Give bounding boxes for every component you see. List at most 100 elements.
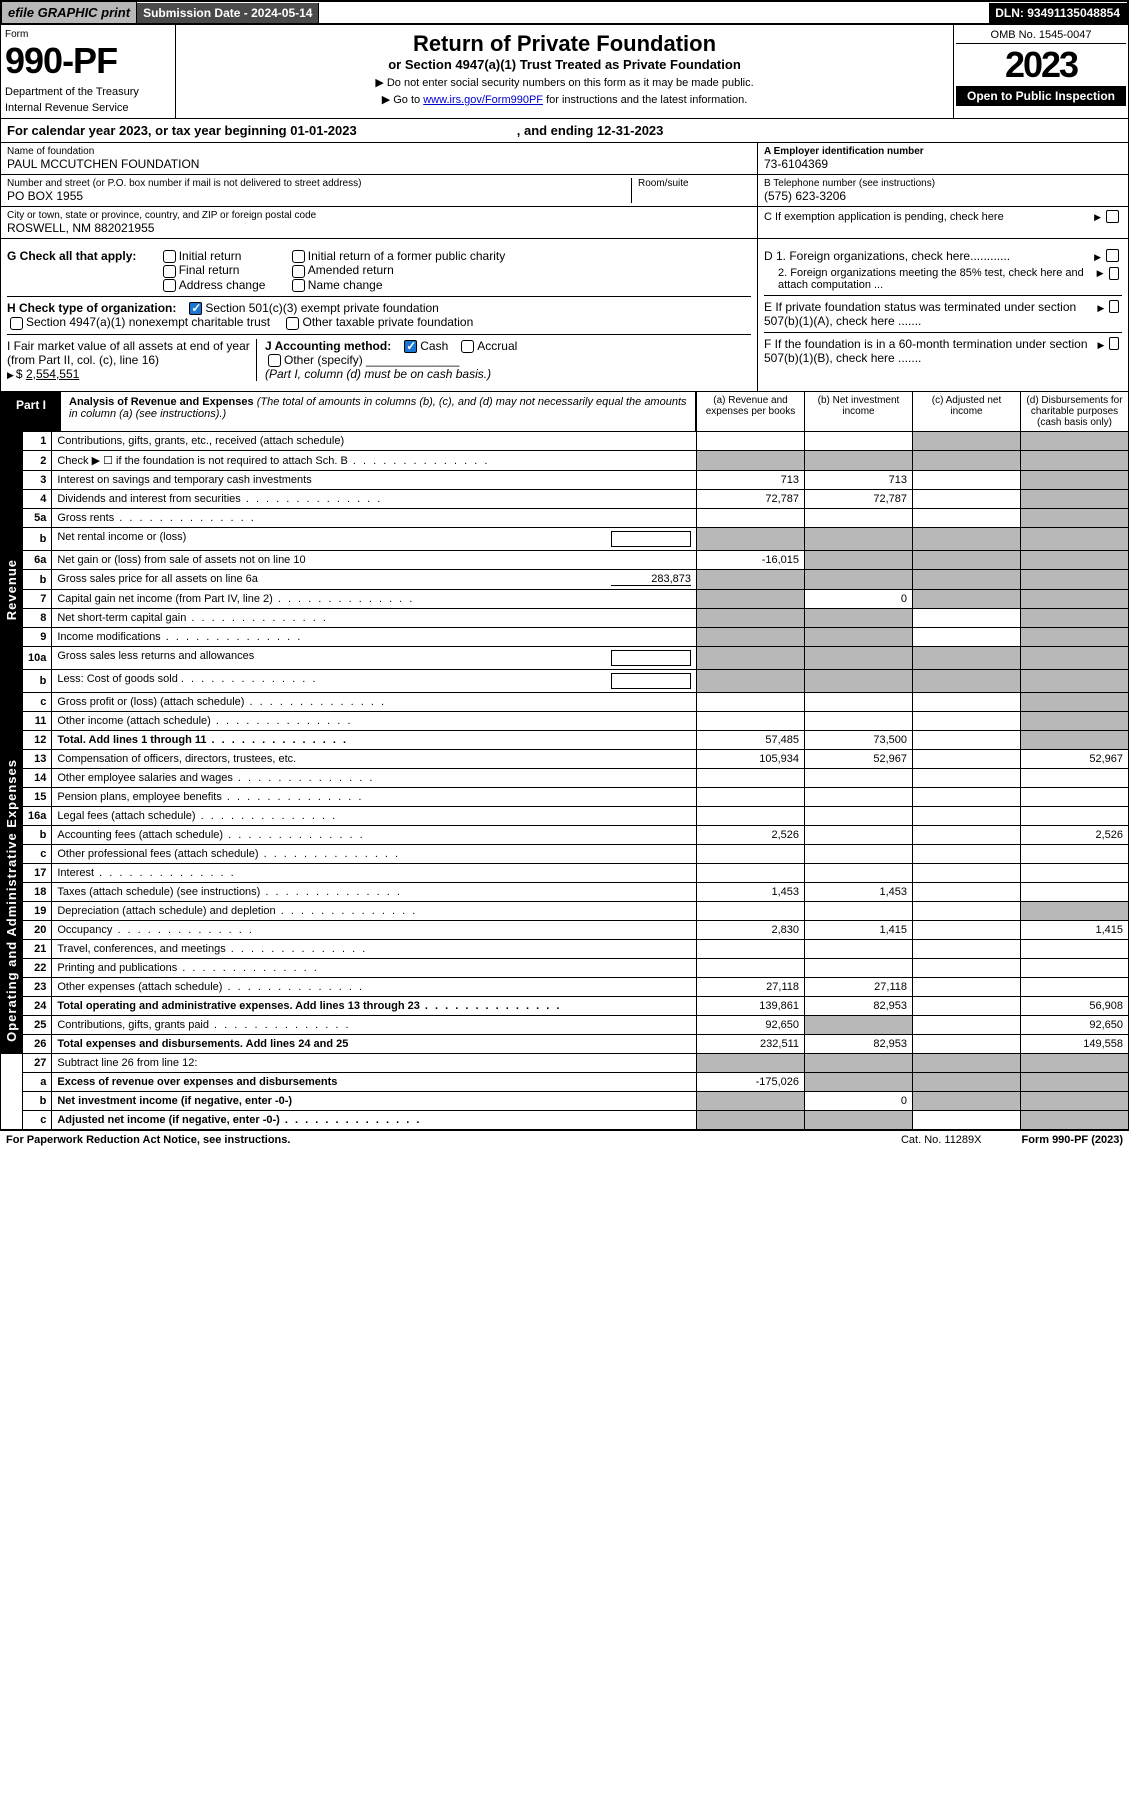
d1-checkbox[interactable] <box>1106 249 1119 262</box>
part1-tab: Part I <box>1 392 61 431</box>
h-4947-checkbox[interactable] <box>10 317 23 330</box>
line-num: 9 <box>23 628 52 647</box>
g-final-return[interactable] <box>163 265 176 278</box>
cell-b <box>805 788 913 807</box>
line-num: 2 <box>23 451 52 471</box>
col-b-header: (b) Net investment income <box>804 392 912 431</box>
g-amended[interactable] <box>292 265 305 278</box>
line-desc: Other professional fees (attach schedule… <box>52 845 697 864</box>
line-desc: Total operating and administrative expen… <box>52 997 697 1016</box>
c-checkbox[interactable] <box>1106 210 1119 223</box>
cell-a <box>697 528 805 551</box>
cell-c <box>913 750 1021 769</box>
j-accrual-checkbox[interactable] <box>461 340 474 353</box>
omb: OMB No. 1545-0047 <box>956 27 1126 44</box>
cell-c <box>913 1054 1021 1073</box>
cell-c <box>913 609 1021 628</box>
cell-b: 73,500 <box>805 731 913 750</box>
cell-b: 1,453 <box>805 883 913 902</box>
line-num: 26 <box>23 1035 52 1054</box>
cell-b <box>805 551 913 570</box>
g-line: G Check all that apply: Initial return F… <box>7 249 751 292</box>
cell-b <box>805 826 913 845</box>
cell-a <box>697 647 805 670</box>
line-desc: Capital gain net income (from Part IV, l… <box>52 590 697 609</box>
cell-c <box>913 1035 1021 1054</box>
cell-d <box>1021 647 1129 670</box>
cell-d: 92,650 <box>1021 1016 1129 1035</box>
j-other-checkbox[interactable] <box>268 354 281 367</box>
cell-b: 1,415 <box>805 921 913 940</box>
cell-b: 0 <box>805 1092 913 1111</box>
line-num: 19 <box>23 902 52 921</box>
efile-label[interactable]: efile GRAPHIC print <box>2 2 137 23</box>
cell-c <box>913 432 1021 451</box>
form990pf-link[interactable]: www.irs.gov/Form990PF <box>423 94 543 106</box>
cell-d <box>1021 570 1129 590</box>
cell-d <box>1021 712 1129 731</box>
tax-year: 2023 <box>956 44 1126 86</box>
g-name-change[interactable] <box>292 279 305 292</box>
cell-a: 105,934 <box>697 750 805 769</box>
line-num: 20 <box>23 921 52 940</box>
cell-c <box>913 1016 1021 1035</box>
cell-c <box>913 451 1021 471</box>
cell-d <box>1021 693 1129 712</box>
cell-a: 57,485 <box>697 731 805 750</box>
cell-d <box>1021 451 1129 471</box>
cell-a: 713 <box>697 471 805 490</box>
cell-a: 2,830 <box>697 921 805 940</box>
line-desc: Compensation of officers, directors, tru… <box>52 750 697 769</box>
phone: (575) 623-3206 <box>764 189 1122 203</box>
line-desc: Net investment income (if negative, ente… <box>52 1092 697 1111</box>
cell-b <box>805 902 913 921</box>
phone-label: B Telephone number (see instructions) <box>764 178 1122 189</box>
cell-b <box>805 1054 913 1073</box>
line-num: 6a <box>23 551 52 570</box>
cell-b <box>805 509 913 528</box>
d2-checkbox[interactable] <box>1109 267 1119 280</box>
cell-d <box>1021 1111 1129 1130</box>
cell-a <box>697 940 805 959</box>
g-initial-return[interactable] <box>163 250 176 263</box>
cell-c <box>913 528 1021 551</box>
cell-d <box>1021 1092 1129 1111</box>
cell-b <box>805 693 913 712</box>
line-num: 15 <box>23 788 52 807</box>
cell-c <box>913 883 1021 902</box>
line-desc: Net short-term capital gain <box>52 609 697 628</box>
h-501c3-checkbox[interactable] <box>189 302 202 315</box>
cell-c <box>913 959 1021 978</box>
h-line: H Check type of organization: Section 50… <box>7 296 751 330</box>
line-desc: Dividends and interest from securities <box>52 490 697 509</box>
cell-d <box>1021 845 1129 864</box>
i-label: I Fair market value of all assets at end… <box>7 339 250 367</box>
line-num: b <box>23 528 52 551</box>
form-number: 990-PF <box>5 40 171 82</box>
cell-a <box>697 590 805 609</box>
cell-b <box>805 451 913 471</box>
address: PO BOX 1955 <box>7 189 631 203</box>
g-initial-former[interactable] <box>292 250 305 263</box>
cell-b <box>805 432 913 451</box>
line-num: 4 <box>23 490 52 509</box>
cell-d <box>1021 670 1129 693</box>
f-checkbox[interactable] <box>1109 337 1119 350</box>
g-address-change[interactable] <box>163 279 176 292</box>
cell-b <box>805 864 913 883</box>
line-num: 10a <box>23 647 52 670</box>
open-inspection: Open to Public Inspection <box>956 86 1126 106</box>
cell-a <box>697 670 805 693</box>
line-num: b <box>23 1092 52 1111</box>
e-checkbox[interactable] <box>1109 300 1119 313</box>
line-num: b <box>23 826 52 845</box>
col-c-header: (c) Adjusted net income <box>912 392 1020 431</box>
cell-b <box>805 940 913 959</box>
line-num: 11 <box>23 712 52 731</box>
cell-b <box>805 570 913 590</box>
line-desc: Other expenses (attach schedule) <box>52 978 697 997</box>
dln: DLN: 93491135048854 <box>989 3 1127 23</box>
j-cash-checkbox[interactable] <box>404 340 417 353</box>
h-other-checkbox[interactable] <box>286 317 299 330</box>
line-desc: Gross profit or (loss) (attach schedule) <box>52 693 697 712</box>
